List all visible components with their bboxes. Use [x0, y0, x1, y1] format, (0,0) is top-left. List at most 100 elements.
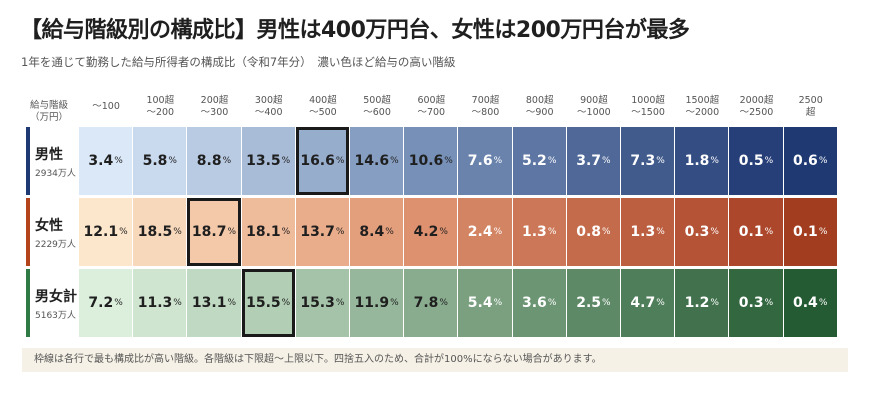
data-cell: 1.3% — [621, 198, 675, 266]
data-cell: 1.3% — [512, 198, 566, 266]
data-cell: 0.8% — [566, 198, 620, 266]
percent-sign: % — [493, 227, 503, 237]
column-header-line: 〜400 — [254, 107, 283, 118]
percent-sign: % — [547, 227, 557, 237]
cell-value: 2.4 — [467, 224, 493, 240]
row-count: 2934万人 — [35, 168, 76, 179]
percent-sign: % — [439, 298, 448, 308]
percent-sign: % — [602, 227, 611, 237]
column-header-line: 500超 — [363, 95, 391, 106]
cell-value: 4.7 — [630, 295, 656, 311]
percent-sign: % — [656, 227, 665, 237]
data-cell: 2.5% — [566, 269, 620, 337]
data-cell: 8.8% — [187, 127, 241, 195]
cell-value: 0.5 — [738, 153, 764, 169]
data-cell: 18.7% — [187, 198, 241, 266]
data-cell: 10.6% — [404, 127, 458, 195]
column-header-line: 300超 — [254, 95, 283, 106]
data-cell: 7.3% — [621, 127, 675, 195]
row-name: 男女計 — [35, 288, 77, 305]
cell-value: 12.1 — [83, 224, 119, 240]
cell-value: 7.3 — [630, 153, 656, 169]
percent-sign: % — [168, 156, 177, 166]
percent-sign: % — [764, 156, 774, 166]
column-header-line: 〜100 — [92, 101, 120, 112]
cell-value: 15.5 — [246, 295, 281, 311]
column-header-line: 〜600 — [363, 107, 391, 118]
column-header-line: 2000超 — [739, 95, 774, 106]
percent-sign: % — [710, 227, 719, 237]
cell-value: 10.6 — [408, 153, 444, 169]
column-header: 2500 超 — [784, 92, 838, 122]
cell-value: 16.6 — [300, 153, 335, 169]
data-cell: 4.2% — [404, 198, 458, 266]
column-header: 800超 〜900 — [513, 92, 567, 122]
percent-sign: % — [227, 298, 237, 308]
column-header-line: 〜2500 — [739, 107, 774, 118]
cell-value: 1.8 — [684, 153, 710, 169]
percent-sign: % — [119, 227, 128, 237]
data-cell: 3.4% — [79, 127, 133, 195]
percent-sign: % — [818, 227, 828, 237]
percent-sign: % — [222, 156, 232, 166]
data-cell: 5.2% — [512, 127, 566, 195]
data-cell: 18.5% — [133, 198, 187, 266]
column-header-line: 1500超 — [685, 95, 720, 106]
percent-sign: % — [281, 298, 291, 308]
column-header-line: 100超 — [146, 95, 175, 106]
cell-value: 11.3 — [137, 295, 173, 311]
data-cell: 2.4% — [458, 198, 512, 266]
column-header-line: 〜200 — [146, 107, 175, 118]
percent-sign: % — [173, 298, 182, 308]
percent-sign: % — [114, 298, 123, 308]
column-header: 400超 〜500 — [296, 92, 350, 122]
page-title: 【給与階級別の構成比】男性は400万円台、女性は200万円台が最多 — [20, 18, 690, 43]
data-cell: 13.7% — [295, 198, 349, 266]
column-header-line: 〜700 — [417, 107, 446, 118]
percent-sign: % — [281, 156, 291, 166]
row-accent-bar — [26, 198, 30, 266]
data-cell: 15.5% — [241, 269, 295, 337]
percent-sign: % — [335, 156, 345, 166]
column-header: 200超 〜300 — [187, 92, 241, 122]
data-cell: 13.5% — [241, 127, 295, 195]
data-cell: 14.6% — [350, 127, 404, 195]
row-label: 女性 2229万人 — [26, 198, 78, 266]
corner-label: 給与階級 （万円） — [24, 100, 74, 124]
percent-sign: % — [710, 298, 719, 308]
cell-value: 7.8 — [413, 295, 439, 311]
column-header-line: 700超 — [471, 95, 500, 106]
percent-sign: % — [764, 227, 774, 237]
percent-sign: % — [390, 156, 399, 166]
cell-value: 3.7 — [576, 153, 602, 169]
data-cell: 0.1% — [783, 198, 837, 266]
cell-value: 13.7 — [300, 224, 335, 240]
data-cell: 16.6% — [295, 127, 349, 195]
row-name: 女性 — [35, 217, 63, 234]
percent-sign: % — [602, 156, 611, 166]
column-header: 〜100 — [79, 92, 133, 122]
column-header: 900超 〜1000 — [567, 92, 621, 122]
percent-sign: % — [385, 227, 394, 237]
data-cell: 11.3% — [133, 269, 187, 337]
column-header-line: 〜800 — [471, 107, 500, 118]
column-header-line: 〜500 — [309, 107, 337, 118]
data-cell: 0.3% — [729, 269, 783, 337]
column-header-line: 〜300 — [200, 107, 229, 118]
row-accent-bar — [26, 269, 30, 337]
data-cell: 0.1% — [729, 198, 783, 266]
column-header-line: 2500 — [798, 95, 823, 106]
corner-label-line1: 給与階級 — [29, 100, 68, 111]
cell-value: 3.4 — [88, 153, 114, 169]
percent-sign: % — [493, 156, 503, 166]
cell-value: 1.3 — [522, 224, 547, 240]
percent-sign: % — [818, 156, 828, 166]
cell-value: 13.5 — [246, 153, 281, 169]
column-header-line: 600超 — [417, 95, 446, 106]
cell-value: 1.2 — [684, 295, 710, 311]
data-cell: 13.1% — [187, 269, 241, 337]
data-cell: 15.3% — [295, 269, 349, 337]
column-header: 700超 〜800 — [458, 92, 512, 122]
cell-value: 2.5 — [576, 295, 602, 311]
data-cell: 5.8% — [133, 127, 187, 195]
